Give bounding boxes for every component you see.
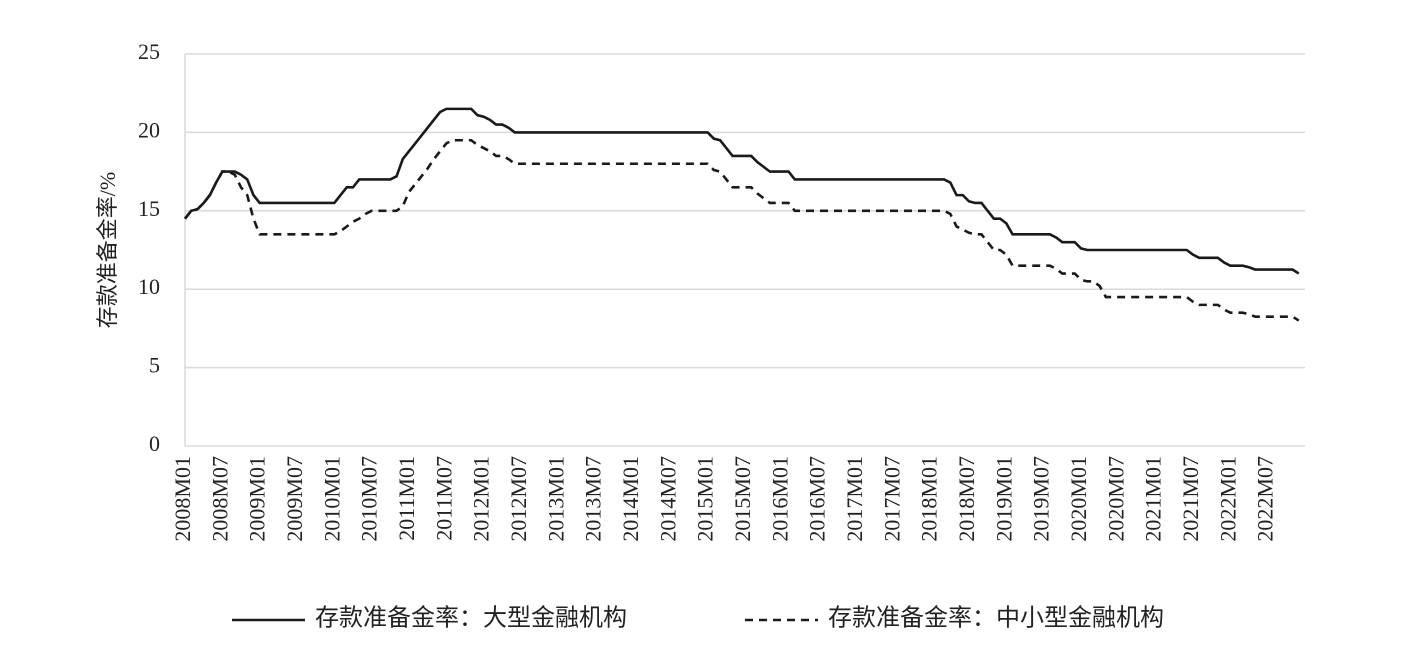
x-tick-label: 2012M07 <box>506 456 531 542</box>
x-tick-label: 2022M07 <box>1253 456 1278 542</box>
x-tick-label: 2011M07 <box>431 456 456 541</box>
x-tick-label: 2009M01 <box>245 456 270 542</box>
x-tick-label: 2014M01 <box>618 456 643 542</box>
x-tick-label: 2015M01 <box>693 456 718 542</box>
x-tick-label: 2012M01 <box>469 456 494 542</box>
x-tick-label: 2020M01 <box>1066 456 1091 542</box>
x-tick-label: 2022M01 <box>1215 456 1240 542</box>
x-tick-label: 2020M07 <box>1103 456 1128 542</box>
y-tick-label: 20 <box>138 117 160 142</box>
legend-label: 存款准备金率：中小型金融机构 <box>828 605 1164 632</box>
x-tick-label: 2016M01 <box>767 456 792 542</box>
x-tick-label: 2018M07 <box>954 456 979 542</box>
x-tick-label: 2013M07 <box>581 456 606 542</box>
x-tick-label: 2008M07 <box>207 456 232 542</box>
x-tick-label: 2013M01 <box>543 456 568 542</box>
x-tick-label: 2015M07 <box>730 456 755 542</box>
x-tick-label: 2010M07 <box>357 456 382 542</box>
y-tick-label: 0 <box>149 431 160 456</box>
line-series <box>183 138 1300 322</box>
x-tick-label: 2016M07 <box>805 456 830 542</box>
y-tick-label: 5 <box>149 353 160 378</box>
x-tick-label: 2019M01 <box>991 456 1016 542</box>
x-tick-label: 2017M07 <box>879 456 904 542</box>
legend-label: 存款准备金率：大型金融机构 <box>315 605 627 632</box>
x-tick-label: 2011M01 <box>394 456 419 541</box>
y-axis-title: 存款准备金率/% <box>95 172 120 328</box>
x-tick-label: 2017M01 <box>842 456 867 542</box>
x-tick-label: 2009M07 <box>282 456 307 542</box>
x-tick-label: 2014M07 <box>655 456 680 542</box>
x-tick-label: 2019M07 <box>1029 456 1054 542</box>
x-tick-label: 2021M07 <box>1178 456 1203 542</box>
x-tick-label: 2021M01 <box>1141 456 1166 542</box>
x-tick-label: 2018M01 <box>917 456 942 542</box>
y-tick-label: 25 <box>138 39 160 64</box>
y-tick-label: 10 <box>138 274 160 299</box>
y-tick-label: 15 <box>138 196 160 221</box>
line-series <box>183 107 1300 275</box>
x-tick-label: 2010M01 <box>319 456 344 542</box>
x-tick-label: 2008M01 <box>170 456 195 542</box>
